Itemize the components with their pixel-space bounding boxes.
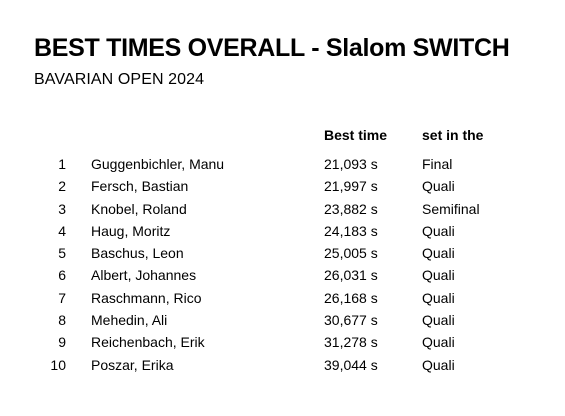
page-title: BEST TIMES OVERALL - Slalom SWITCH [34,34,510,62]
time-cell: 26,168 s [324,289,378,306]
rank-cell: 1 [58,156,66,172]
name-cell: Albert, Johannes [91,267,197,284]
set-in-cell: Quali [422,289,455,306]
table-row: 3 Knobel, Roland 23,882 s Semifinal [0,199,565,221]
table-row: 4 Haug, Moritz 24,183 s Quali [0,221,565,243]
set-in-cell: Semifinal [422,200,480,217]
set-in-cell: Final [422,156,453,172]
name-cell: Mehedin, Ali [91,312,168,329]
rank-cell: 10 [50,356,66,373]
results-table: 1 Guggenbichler, Manu 21,093 s Final 2 F… [0,154,565,377]
time-cell: 39,044 s [324,356,378,373]
name-cell: Raschmann, Rico [91,289,202,306]
rank-cell: 5 [58,245,66,262]
name-cell: Guggenbichler, Manu [91,156,225,172]
table-row: 6 Albert, Johannes 26,031 s Quali [0,265,565,287]
set-in-cell: Quali [422,312,455,329]
time-cell: 24,183 s [324,222,378,239]
time-cell: 21,093 s [324,156,378,172]
event-subtitle: BAVARIAN OPEN 2024 [34,71,205,88]
time-cell: 25,005 s [324,245,378,262]
time-cell: 30,677 s [324,312,378,329]
table-row: 1 Guggenbichler, Manu 21,093 s Final [0,154,565,176]
set-in-cell: Quali [422,245,455,262]
time-cell: 23,882 s [324,200,378,217]
name-cell: Baschus, Leon [91,245,184,262]
name-cell: Fersch, Bastian [91,178,189,195]
rank-cell: 3 [58,200,66,217]
column-header-best-time: Best time [324,127,388,143]
rank-cell: 7 [58,289,66,306]
name-cell: Knobel, Roland [91,200,187,217]
name-cell: Poszar, Erika [91,356,174,373]
column-header-set-in: set in the [422,127,484,143]
set-in-cell: Quali [422,334,455,351]
table-row: 8 Mehedin, Ali 30,677 s Quali [0,310,565,332]
name-cell: Haug, Moritz [91,222,171,239]
time-cell: 31,278 s [324,334,378,351]
rank-cell: 4 [58,222,66,239]
table-row: 5 Baschus, Leon 25,005 s Quali [0,243,565,265]
name-cell: Reichenbach, Erik [91,334,205,351]
time-cell: 26,031 s [324,267,378,284]
table-row: 10 Poszar, Erika 39,044 s Quali [0,355,565,377]
rank-cell: 9 [58,334,66,351]
rank-cell: 2 [58,178,66,195]
time-cell: 21,997 s [324,178,378,195]
rank-cell: 6 [58,267,66,284]
set-in-cell: Quali [422,178,455,195]
table-row: 7 Raschmann, Rico 26,168 s Quali [0,288,565,310]
set-in-cell: Quali [422,267,455,284]
set-in-cell: Quali [422,356,455,373]
table-row: 2 Fersch, Bastian 21,997 s Quali [0,176,565,198]
table-row: 9 Reichenbach, Erik 31,278 s Quali [0,332,565,354]
rank-cell: 8 [58,312,66,329]
set-in-cell: Quali [422,222,455,239]
